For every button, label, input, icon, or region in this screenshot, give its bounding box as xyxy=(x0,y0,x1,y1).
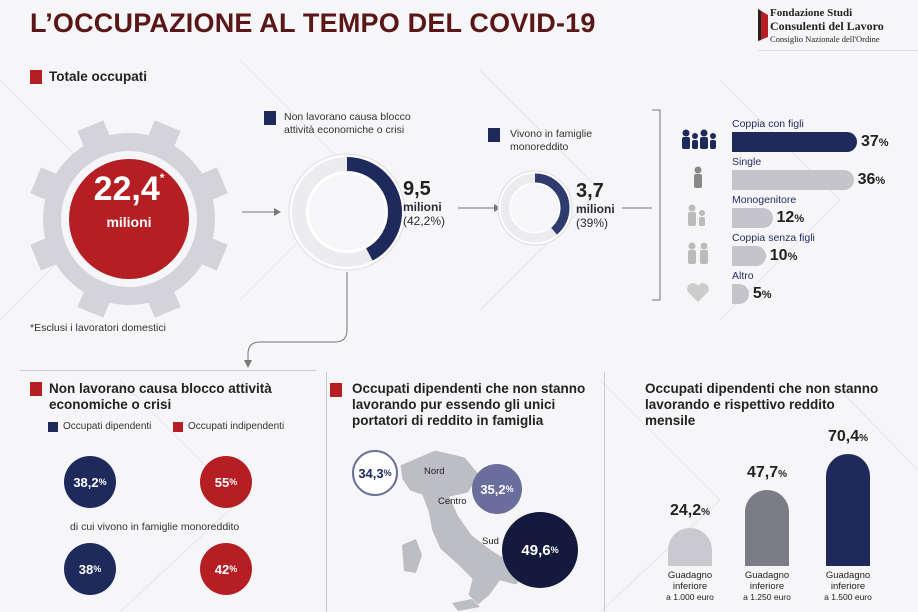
circle-indipendenti: 55% xyxy=(200,456,252,508)
household-bar xyxy=(732,284,749,304)
non-lavorano-donut xyxy=(288,153,406,271)
non-lavorano-pct: (42,2%) xyxy=(403,214,446,228)
section-marker-icon xyxy=(30,382,42,396)
non-lavorano-caption: Non lavorano causa blocco attività econo… xyxy=(284,111,411,136)
income-value: 70,4% xyxy=(827,428,869,445)
monoreddito-pct: (39%) xyxy=(576,216,609,230)
monoreddito-value: 3,7 xyxy=(576,180,604,202)
map-circle-centro: 35,2% xyxy=(472,464,522,514)
legend-swatch-dipendenti xyxy=(48,422,58,432)
map-region-label: Nord xyxy=(424,466,445,477)
income-bar xyxy=(745,490,789,566)
household-label: Single xyxy=(732,156,762,168)
household-label: Altro xyxy=(732,270,754,282)
household-bar xyxy=(732,170,854,190)
couple-icon xyxy=(688,242,708,264)
totale-footnote: *Esclusi i lavoratori domestici xyxy=(30,322,166,334)
family-icon xyxy=(682,129,716,149)
household-value: 37% xyxy=(861,133,889,150)
income-heading: Occupati dipendenti che non stanno lavor… xyxy=(645,381,879,428)
income-bar xyxy=(826,454,870,566)
parent-child-icon xyxy=(688,204,705,226)
household-value: 12% xyxy=(776,209,805,226)
section-marker-icon xyxy=(30,70,42,84)
totale-unit: milioni xyxy=(106,214,152,230)
monoreddito-unit: milioni xyxy=(576,202,615,216)
circle-indipendenti-monoreddito: 42% xyxy=(200,543,252,595)
logo: Fondazione Studi Consulenti del Lavoro C… xyxy=(758,3,908,49)
legend-swatch-indipendenti xyxy=(173,422,183,432)
totale-heading: Totale occupati xyxy=(49,69,148,84)
totale-value: 22,4* xyxy=(93,170,165,208)
monoreddito-donut xyxy=(497,170,573,246)
non-lavorano-value: 9,5 xyxy=(403,178,431,200)
legend-indipendenti: Occupati indipendenti xyxy=(188,421,285,432)
map-heading: Occupati dipendenti che non stanno lavor… xyxy=(352,381,586,428)
household-bar xyxy=(732,246,766,266)
household-bar xyxy=(732,208,773,228)
income-value: 47,7% xyxy=(746,464,788,482)
map-circle-sud: 49,6% xyxy=(502,512,578,588)
household-bar xyxy=(732,132,857,152)
income-category: Guadagno inferiore a 1.250 euro xyxy=(743,570,791,602)
column-divider xyxy=(604,372,605,612)
map-circle-nord: 34,3% xyxy=(352,450,398,496)
map-region-label: Centro xyxy=(438,496,467,507)
column-divider xyxy=(326,372,327,612)
logo-divider xyxy=(758,50,918,51)
page-title: L’OCCUPAZIONE AL TEMPO DEL COVID-19 xyxy=(30,8,596,38)
household-label: Coppia con figli xyxy=(732,118,804,130)
household-label: Coppia senza figli xyxy=(732,232,815,244)
income-bar xyxy=(668,527,712,566)
logo-line-1: Fondazione Studi xyxy=(770,7,853,19)
non-lavorano-unit: milioni xyxy=(403,200,442,214)
household-label: Monogenitore xyxy=(732,194,797,206)
monoreddito-subtitle: di cui vivono in famiglie monoreddito xyxy=(70,521,240,533)
heart-icon xyxy=(687,283,709,302)
italy-map xyxy=(399,449,529,611)
monoreddito-marker-icon xyxy=(488,128,500,142)
section-marker-icon xyxy=(330,383,342,397)
gear-icon xyxy=(30,120,228,318)
income-value: 24,2% xyxy=(669,501,711,519)
circle-dipendenti: 38,2% xyxy=(64,456,116,508)
non-lavorano-marker-icon xyxy=(264,111,276,125)
income-category: Guadagno inferiore a 1.000 euro xyxy=(666,570,714,602)
section-divider xyxy=(20,370,316,371)
household-value: 10% xyxy=(769,247,798,264)
logo-line-2: Consulenti del Lavoro xyxy=(770,19,884,33)
person-icon xyxy=(694,166,702,188)
income-category: Guadagno inferiore a 1.500 euro xyxy=(824,570,872,602)
bottom-left-heading: Non lavorano causa blocco attività econo… xyxy=(49,381,272,412)
legend-dipendenti: Occupati dipendenti xyxy=(63,421,152,432)
monoreddito-caption: Vivono in famiglie monoreddito xyxy=(510,128,593,153)
circle-dipendenti-monoreddito: 38% xyxy=(64,543,116,595)
logo-mark-icon xyxy=(758,9,768,41)
logo-line-3: Consiglio Nazionale dell'Ordine xyxy=(770,34,880,44)
map-region-label: Sud xyxy=(482,536,499,547)
household-value: 5% xyxy=(752,285,772,302)
household-value: 36% xyxy=(857,171,886,188)
